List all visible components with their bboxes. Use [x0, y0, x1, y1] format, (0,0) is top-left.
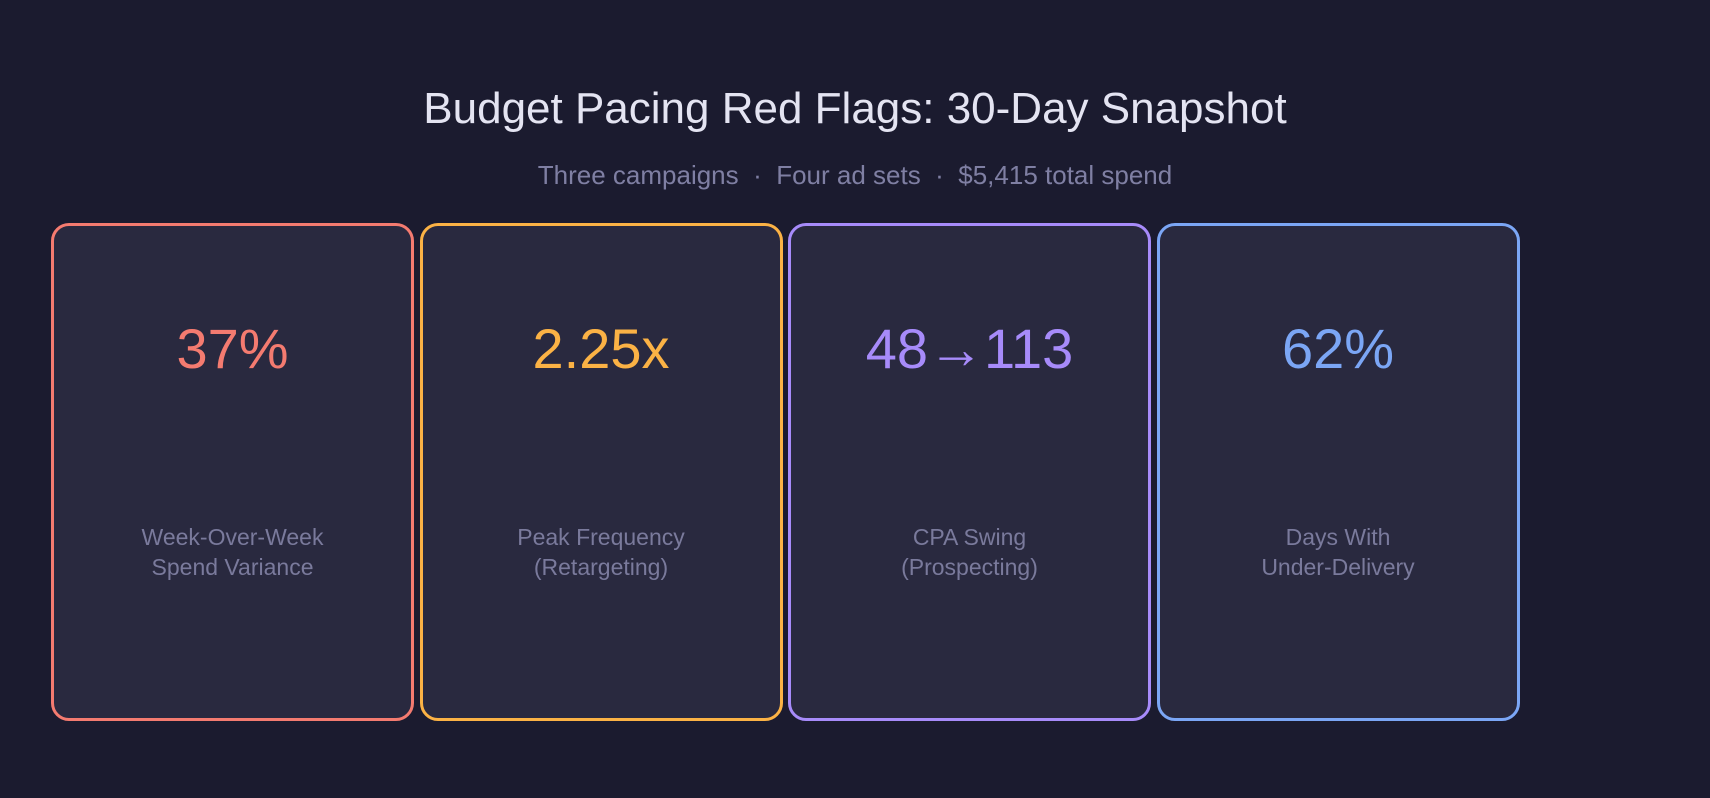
- kpi-label-line: CPA Swing: [912, 524, 1027, 550]
- kpi-label-line: (Prospecting): [901, 554, 1038, 580]
- kpi-value: 2.25x: [532, 317, 670, 380]
- kpi-card: 62% Days With Under-Delivery: [1156, 223, 1520, 721]
- kpi-value: 48→113: [865, 317, 1074, 380]
- kpi-label: Peak Frequency (Retargeting): [423, 522, 780, 582]
- kpi-label: CPA Swing (Prospecting): [791, 522, 1148, 582]
- kpi-card: 2.25x Peak Frequency (Retargeting): [419, 223, 783, 721]
- kpi-value: 62%: [1281, 317, 1395, 380]
- kpi-label-line: Week-Over-Week: [141, 524, 324, 550]
- title: Budget Pacing Red Flags: 30-Day Snapshot: [423, 84, 1287, 133]
- kpi-label: Days With Under-Delivery: [1160, 522, 1517, 582]
- kpi-label-line: Peak Frequency: [517, 524, 685, 550]
- kpi-label-line: Days With: [1285, 524, 1391, 550]
- kpi-label: Week-Over-Week Spend Variance: [54, 522, 411, 582]
- kpi-card: 48→113 CPA Swing (Prospecting): [788, 223, 1151, 721]
- kpi-label-line: (Retargeting): [533, 554, 669, 580]
- kpi-label-line: Under-Delivery: [1261, 554, 1415, 580]
- kpi-label-line: Spend Variance: [151, 554, 314, 580]
- kpi-card: 37% Week-Over-Week Spend Variance: [51, 223, 414, 721]
- kpi-value: 37%: [176, 317, 289, 380]
- subtitle: Three campaigns · Four ad sets · $5,415 …: [537, 160, 1173, 190]
